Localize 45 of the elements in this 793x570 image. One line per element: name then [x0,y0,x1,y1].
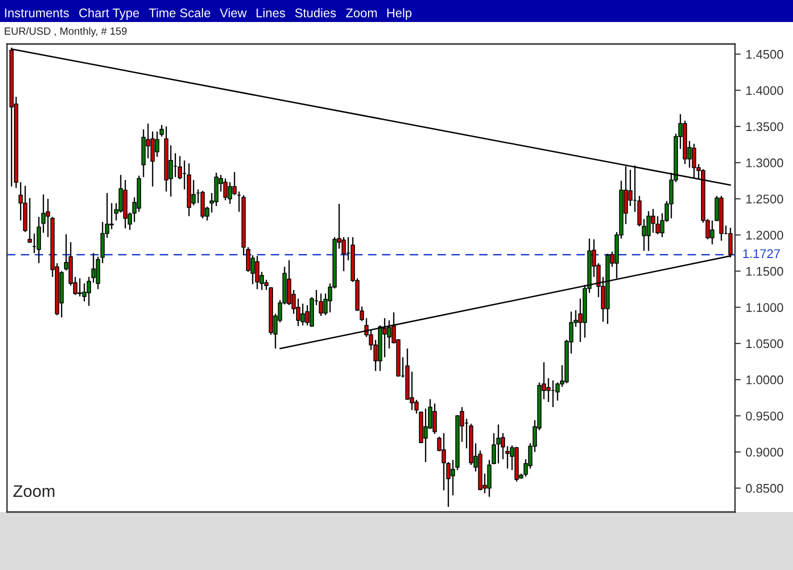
y-tick-label: 0.9000 [746,448,784,457]
candlestick [642,218,646,252]
candlestick [96,256,100,290]
text: View [220,8,247,18]
candlestick [637,195,642,227]
candlestick [546,378,551,403]
y-tick-label: 0.9500 [746,412,784,420]
text: Studies [295,8,336,18]
y-tick-label: 1.1500 [746,266,784,276]
candlestick [232,171,237,196]
y-tick-label: 1.4500 [746,50,784,59]
y-tick-label: 1.1000 [746,303,784,312]
candlestick [318,292,324,317]
candlestick [414,399,419,414]
y-tick-label: 0.8500 [746,484,784,493]
candlestick [41,194,46,234]
y-tick-label: 1.2000 [746,230,784,240]
candlestick [91,252,96,284]
candlestick [228,182,232,204]
y-tick-label: 1.4000 [746,86,784,95]
candlestick [36,216,41,264]
chart-title: EUR/USD , Monthly, # 159 [4,27,127,37]
ref-line-label: 1.1727 [743,249,780,258]
text: Instruments [5,8,69,18]
text: Zoom [346,8,377,18]
candlestick [555,382,560,402]
candlestick [500,432,506,460]
annotation: Zoom [13,485,54,498]
candlestick [692,143,696,178]
candlestick [178,155,182,180]
candlestick [496,424,501,464]
y-tick-label: 1.3000 [746,158,784,168]
candlestick [46,198,50,238]
text: Time Scale [149,8,210,18]
candlestick [100,221,105,264]
text: Lines [256,8,286,18]
y-tick-label: 1.0000 [746,375,784,384]
y-tick-label: 1.3500 [746,122,784,132]
y-tick-label: 1.2500 [746,194,784,204]
candlestick [505,446,510,470]
text: Chart Type [79,8,139,20]
candlestick [360,306,364,322]
text: Help [387,8,412,20]
y-tick-label: 1.0500 [746,339,784,348]
candlestick [646,210,651,252]
